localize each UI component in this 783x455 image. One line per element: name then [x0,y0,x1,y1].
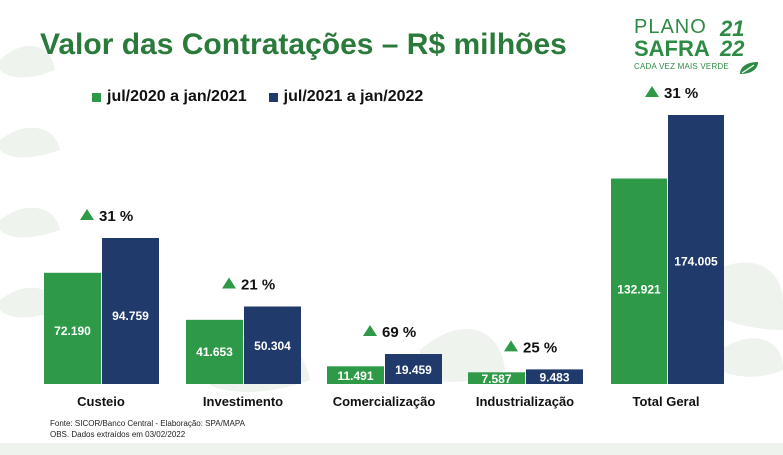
category-label-2: Investimento [203,394,283,409]
legend-swatch-series-1 [92,92,101,102]
bar-2-1 [102,238,159,384]
data-label-2-3: 19.459 [395,363,432,377]
bottom-stripe [0,443,783,455]
logo-year-2: 22 [720,36,745,61]
legend-label-series-1: jul/2020 a jan/2021 [107,88,247,105]
logo-word-plano: PLANO [634,16,707,38]
category-label-4: Industrialização [476,394,574,409]
data-label-1-4: 7.587 [481,372,511,386]
bar-2-4 [526,369,583,384]
category-label-5: Total Geral [633,394,700,409]
data-label-1-5: 132.921 [617,283,661,297]
bar-2-2 [244,306,301,384]
data-label-2-1: 94.759 [112,309,149,323]
legend-swatch-series-2 [268,92,278,102]
logo-year-1: 21 [720,16,745,41]
growth-label-1: 31 % [99,208,133,225]
growth-triangle-icon-5 [645,86,659,97]
data-label-2-2: 50.304 [254,339,291,353]
footer-note: OBS. Dados extraídos em 03/02/2022 [50,430,186,439]
footer-source: Fonte: SICOR/Banco Central - Elaboração:… [50,419,245,428]
data-label-1-3: 11.491 [337,369,373,383]
logo-word-safra: SAFRA [634,36,710,61]
growth-label-2: 21 % [241,276,275,293]
legend-label-series-2: jul/2021 a jan/2022 [283,88,424,105]
bar-1-1 [44,272,101,384]
legend-item-series-2: jul/2021 a jan/2022 [268,88,424,106]
legend-item-series-1: jul/2020 a jan/2021 [92,88,247,106]
growth-label-4: 25 % [523,339,557,356]
chart-title: Valor das Contratações – R$ milhões [40,28,567,61]
growth-triangle-icon-4 [504,340,518,352]
plano-safra-logo: PLANO SAFRA 21 22 CADA VEZ MAIS VERDE [634,16,766,86]
leaf-icon [740,62,758,74]
logo-slogan: CADA VEZ MAIS VERDE [634,62,729,71]
data-label-1-1: 72.190 [54,324,91,338]
growth-triangle-icon-1 [80,209,94,220]
data-label-2-5: 174.005 [674,255,718,269]
bar-1-3 [327,366,384,384]
growth-triangle-icon-3 [363,325,377,337]
growth-label-5: 31 % [664,85,698,102]
bar-1-2 [186,319,243,384]
chart-footer: Fonte: SICOR/Banco Central - Elaboração:… [50,418,245,440]
category-label-3: Comercialização [333,394,436,409]
growth-triangle-icon-2 [222,277,236,289]
growth-label-3: 69 % [382,324,416,341]
bar-2-3 [385,354,442,384]
data-label-2-4: 9.483 [539,371,569,385]
bar-1-5 [611,178,667,384]
category-label-1: Custeio [77,394,125,409]
bar-2-5 [668,115,724,384]
legend: jul/2020 a jan/2021 jul/2021 a jan/2022 [92,88,423,106]
data-label-1-2: 41.653 [196,345,233,359]
bar-1-4 [468,372,525,384]
